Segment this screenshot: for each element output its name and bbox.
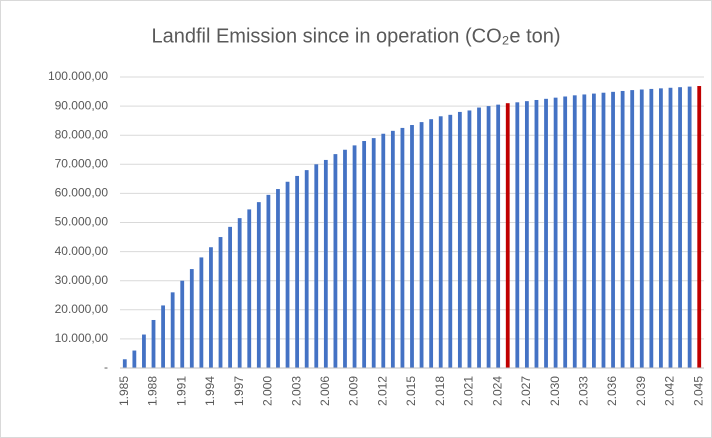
x-tick-label: 1.997: [232, 376, 246, 406]
x-tick-label: 2.027: [519, 376, 533, 406]
bar: [151, 319, 156, 368]
x-tick-label: 2.033: [576, 376, 590, 406]
bar: [687, 86, 692, 368]
bar: [630, 90, 635, 368]
bar: [323, 159, 328, 368]
x-tick-label: 2.018: [433, 376, 447, 406]
bar: [161, 305, 165, 368]
bar: [438, 116, 443, 368]
bar: [189, 269, 194, 368]
y-tick-label: 80.000,00: [55, 127, 109, 141]
bar: [601, 92, 606, 369]
bar: [247, 209, 252, 368]
y-tick-label: 100.000,00: [48, 69, 108, 83]
bar: [477, 107, 481, 369]
x-tick-label: 1.985: [117, 376, 131, 406]
bar: [170, 292, 175, 368]
bar: [276, 189, 280, 368]
bar: [553, 97, 558, 368]
y-tick-label: 90.000,00: [55, 98, 109, 112]
bar: [659, 88, 663, 368]
bar: [180, 280, 185, 368]
bar: [122, 359, 127, 368]
bar: [132, 350, 137, 368]
x-tick-label: 2.039: [634, 376, 648, 406]
x-tick-label: 2.000: [261, 376, 275, 406]
y-tick-label: 70.000,00: [55, 156, 109, 170]
bar: [400, 127, 405, 368]
y-tick-label: 60.000,00: [55, 186, 109, 200]
x-tick-label: 2.012: [375, 376, 389, 406]
x-tick-label: 2.042: [663, 376, 677, 406]
bar: [649, 88, 654, 368]
x-tick-label: 2.006: [318, 376, 332, 406]
y-tick-label: 50.000,00: [55, 215, 109, 229]
bar: [563, 96, 568, 368]
y-tick-label: 10.000,00: [55, 331, 109, 345]
bar: [199, 257, 204, 368]
bar: [314, 164, 319, 368]
bar: [362, 141, 367, 368]
bar: [697, 86, 702, 369]
bar: [285, 181, 290, 368]
bar: [228, 226, 232, 368]
x-tick-label: 2.021: [462, 376, 476, 406]
bar: [496, 104, 501, 369]
bar: [304, 170, 309, 368]
bar: [142, 334, 146, 368]
x-tick-label: 2.003: [289, 376, 303, 406]
bar: [419, 122, 424, 368]
x-tick-label: 1.994: [203, 376, 217, 406]
bar: [620, 90, 625, 368]
bar: [524, 101, 529, 368]
y-tick-label: 40.000,00: [55, 244, 109, 258]
bar: [343, 149, 347, 368]
bar: [371, 138, 376, 368]
bar: [429, 119, 434, 368]
x-tick-label: 2.030: [548, 376, 562, 406]
bar: [534, 99, 539, 368]
x-tick-label: 2.024: [490, 376, 504, 406]
bar: [505, 103, 510, 368]
bar: [218, 237, 223, 368]
bar: [266, 194, 271, 368]
bar: [237, 218, 242, 368]
y-tick-label: 30.000,00: [55, 273, 109, 287]
x-tick-label: 1.988: [146, 376, 160, 406]
bar: [256, 202, 261, 368]
bar: [381, 133, 386, 368]
x-tick-label: 1.991: [174, 376, 188, 406]
bar: [592, 93, 596, 368]
bar: [544, 98, 548, 368]
bar: [678, 87, 682, 368]
bar: [410, 125, 414, 368]
bar: [333, 154, 338, 368]
x-tick-label: 2.045: [691, 376, 705, 406]
bar: [572, 95, 577, 368]
bar: [639, 89, 644, 368]
y-tick-label: -: [104, 360, 108, 374]
bar: [390, 130, 395, 368]
x-tick-label: 2.015: [404, 376, 418, 406]
bar: [352, 145, 357, 368]
y-tick-label: 20.000,00: [55, 302, 109, 316]
bar: [209, 247, 213, 368]
bar: [611, 91, 615, 368]
x-tick-label: 2.009: [347, 376, 361, 406]
bar: [486, 106, 491, 368]
bar: [448, 114, 453, 368]
chart-title: Landfil Emission since in operation (CO₂…: [151, 25, 560, 47]
bar: [457, 111, 462, 369]
bar: [515, 102, 520, 368]
bar: [668, 87, 673, 368]
bar: [295, 175, 300, 368]
x-tick-label: 2.036: [605, 376, 619, 406]
bar: [582, 94, 587, 369]
bar: [467, 110, 472, 368]
